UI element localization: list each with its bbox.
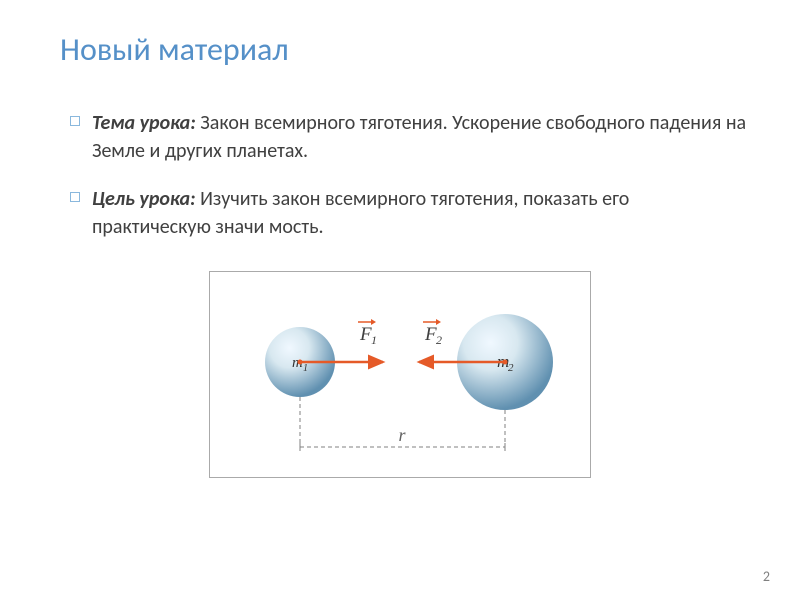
svg-text:2: 2 (436, 333, 442, 347)
page-number: 2 (763, 568, 770, 585)
diagram-box: m1m2F1F2r (209, 271, 591, 478)
svg-text:1: 1 (303, 363, 308, 374)
slide-title: Новый материал (60, 30, 750, 69)
bullet-marker-icon (70, 116, 80, 126)
bullet-item: Цель урока: Изучить закон всемирного тяг… (70, 185, 750, 241)
svg-text:1: 1 (371, 333, 377, 347)
bullet-label: Цель урока: (92, 187, 196, 211)
bullet-marker-icon (70, 192, 80, 202)
svg-text:r: r (399, 425, 407, 445)
diagram-container: m1m2F1F2r (50, 271, 750, 478)
bullet-text: Тема урока: Закон всемирного тяготения. … (92, 109, 750, 165)
bullet-text: Цель урока: Изучить закон всемирного тяг… (92, 185, 750, 241)
bullet-label: Тема урока: (92, 111, 196, 135)
content-area: Тема урока: Закон всемирного тяготения. … (50, 109, 750, 241)
svg-text:2: 2 (508, 362, 514, 374)
bullet-item: Тема урока: Закон всемирного тяготения. … (70, 109, 750, 165)
gravitation-diagram: m1m2F1F2r (235, 292, 565, 462)
